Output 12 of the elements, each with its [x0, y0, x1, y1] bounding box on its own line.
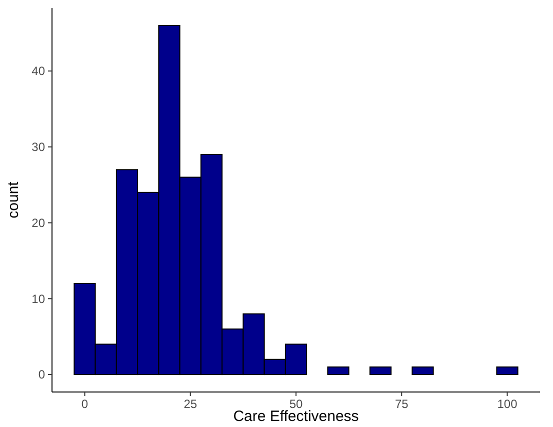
x-tick-label: 25 — [184, 397, 198, 411]
y-axis-title: count — [5, 180, 22, 218]
x-tick-label: 75 — [394, 397, 409, 411]
y-tick-label: 20 — [32, 216, 46, 230]
y-tick-label: 10 — [32, 292, 46, 306]
y-tick-label: 30 — [32, 140, 46, 154]
y-tick-label: 40 — [32, 64, 46, 78]
x-tick-label: 50 — [289, 397, 303, 411]
y-tick-label: 0 — [38, 368, 46, 382]
x-tick-label: 100 — [497, 397, 518, 411]
x-axis-title: Care Effectiveness — [233, 408, 359, 425]
x-tick-label: 0 — [81, 397, 88, 411]
